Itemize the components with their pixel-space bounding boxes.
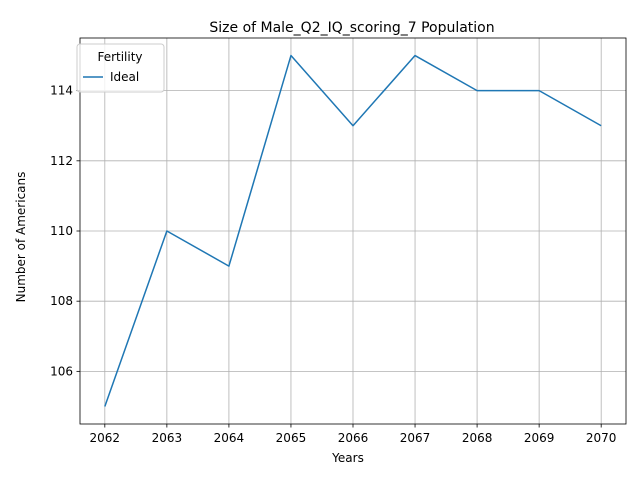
x-axis-ticks: 2062 2063 2064 2065 2066 2067 2068 2069 2070 <box>90 424 617 445</box>
y-tick-label: 108 <box>50 294 73 308</box>
x-tick-label: 2063 <box>152 431 183 445</box>
grid-lines <box>80 38 626 424</box>
legend: Fertility Ideal <box>76 43 165 93</box>
x-axis-label: Years <box>331 451 364 465</box>
x-tick-label: 2062 <box>90 431 121 445</box>
x-tick-label: 2064 <box>214 431 245 445</box>
y-axis-label: Number of Americans <box>14 172 28 303</box>
chart-title: Size of Male_Q2_IQ_scoring_7 Population <box>209 20 494 36</box>
plot-frame <box>79 37 627 425</box>
y-tick-label: 112 <box>50 154 73 168</box>
legend-box <box>76 43 165 93</box>
legend-title: Fertility <box>97 50 142 64</box>
x-tick-label: 2066 <box>338 431 369 445</box>
x-tick-label: 2070 <box>586 431 617 445</box>
series-layer <box>104 54 602 407</box>
x-tick-label: 2068 <box>462 431 493 445</box>
y-tick-label: 106 <box>50 364 73 378</box>
legend-label-ideal: Ideal <box>110 70 139 84</box>
x-tick-label: 2069 <box>524 431 555 445</box>
y-tick-label: 114 <box>50 84 73 98</box>
y-axis-ticks: 106 108 110 112 114 <box>50 84 80 378</box>
x-tick-label: 2065 <box>276 431 307 445</box>
x-tick-label: 2067 <box>400 431 431 445</box>
y-tick-label: 110 <box>50 224 73 238</box>
